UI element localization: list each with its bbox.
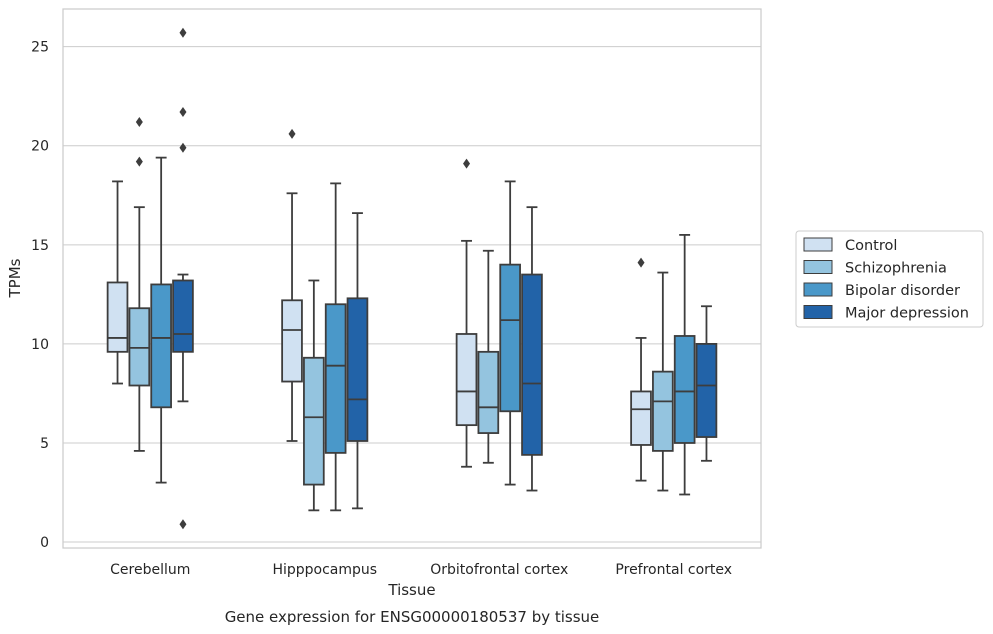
- legend-label: Control: [845, 238, 897, 254]
- x-tick-label: Cerebellum: [110, 562, 190, 578]
- legend-label: Bipolar disorder: [845, 283, 960, 299]
- y-tick-labels: 0 5 10 15 20 25: [31, 40, 49, 551]
- x-tick-labels: Cerebellum Hipppocampus Orbitofrontal cort…: [110, 562, 732, 578]
- y-tick-label: 0: [40, 535, 49, 551]
- legend-swatch: [803, 282, 833, 297]
- y-axis-title: TPMs: [6, 258, 24, 298]
- outlier-point: [179, 27, 187, 38]
- box-iqr: [673, 335, 696, 444]
- box-group: [630, 257, 652, 482]
- box-iqr: [630, 390, 652, 446]
- box-group: [477, 249, 500, 464]
- box-group: [521, 206, 543, 492]
- x-tick-label: Hipppocampus: [272, 562, 377, 578]
- y-tick-label: 15: [31, 238, 49, 254]
- outlier-point: [637, 257, 645, 268]
- box-group: [324, 182, 347, 512]
- legend-swatch: [803, 305, 833, 319]
- y-tick-label: 5: [40, 436, 49, 452]
- box-iqr: [455, 333, 478, 427]
- box-group: [303, 279, 325, 512]
- outlier-point: [179, 142, 187, 153]
- box-iqr: [521, 273, 543, 456]
- box-group: [106, 180, 129, 385]
- plot-area-frame: [62, 8, 762, 549]
- outlier-point: [179, 107, 187, 118]
- box-iqr: [652, 370, 674, 452]
- box-group: [652, 271, 674, 492]
- box-group: [499, 180, 521, 486]
- chart-caption: Gene expression for ENSG00000180537 by t…: [225, 608, 600, 626]
- legend-label: Major depression: [845, 306, 969, 322]
- box-group: [281, 128, 303, 442]
- x-axis-title: Tissue: [387, 581, 435, 599]
- y-tick-label: 25: [31, 40, 49, 56]
- x-tick-label: Prefrontal cortex: [615, 562, 732, 578]
- legend: Control Schizophrenia Bipolar disorder Majo…: [795, 230, 984, 328]
- box-iqr: [303, 356, 325, 486]
- box-iqr: [150, 283, 172, 409]
- box-iqr: [477, 350, 500, 434]
- legend-label: Schizophrenia: [845, 261, 947, 277]
- box-iqr: [106, 281, 129, 353]
- box-iqr: [128, 307, 151, 387]
- box-iqr: [172, 279, 194, 353]
- box-group: [455, 158, 478, 468]
- y-tick-label: 10: [31, 337, 49, 353]
- legend-swatch: [803, 260, 833, 274]
- box-group: [150, 156, 172, 484]
- box-iqr: [695, 342, 718, 438]
- x-tick-label: Orbitofrontal cortex: [430, 562, 568, 578]
- outlier-point: [135, 156, 143, 167]
- box-group: [172, 27, 194, 530]
- box-iqr: [324, 303, 347, 454]
- boxes: [106, 27, 718, 530]
- y-tick-label: 20: [31, 139, 49, 155]
- legend-swatch: [803, 237, 833, 252]
- box-group: [346, 212, 369, 510]
- box-group: [673, 234, 696, 496]
- outlier-point: [135, 116, 143, 127]
- box-iqr: [499, 263, 521, 413]
- box-group: [695, 305, 718, 462]
- box-iqr: [281, 299, 303, 383]
- legend-frame: [795, 230, 984, 328]
- outlier-point: [463, 158, 471, 169]
- box-group: [128, 116, 151, 452]
- outlier-point: [288, 128, 296, 139]
- box-iqr: [346, 297, 369, 442]
- outlier-point: [179, 519, 187, 530]
